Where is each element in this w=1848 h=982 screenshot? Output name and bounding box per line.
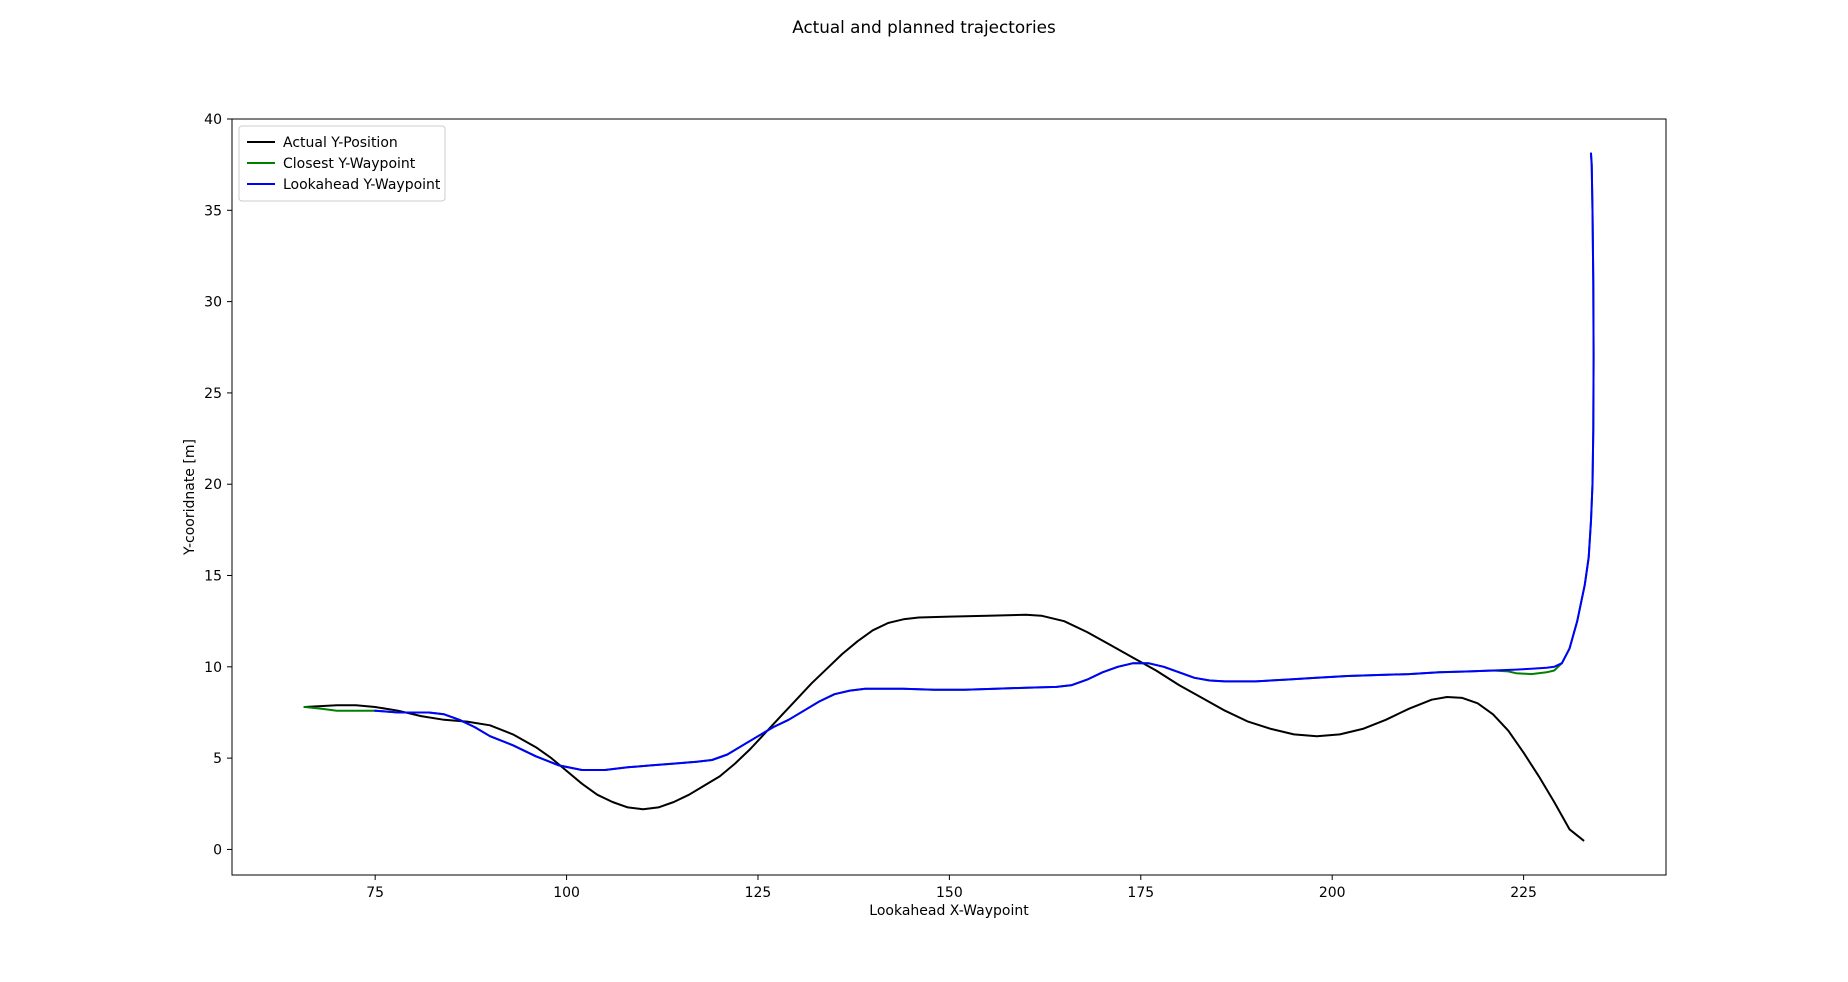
x-axis-label: Lookahead X-Waypoint — [869, 903, 1029, 919]
y-tick-label: 5 — [213, 751, 222, 767]
y-tick-label: 20 — [204, 477, 222, 493]
y-tick-label: 0 — [213, 842, 222, 858]
legend-label-actual-y-position: Actual Y-Position — [283, 135, 398, 151]
y-axis-label: Y-cooridnate [m] — [182, 439, 198, 556]
y-tick-label: 25 — [204, 386, 222, 402]
y-tick-label: 15 — [204, 569, 222, 585]
x-tick-label: 100 — [553, 885, 580, 901]
legend: Actual Y-Position Closest Y-Waypoint Looka… — [238, 125, 446, 202]
x-tick-label: 225 — [1510, 885, 1537, 901]
y-tick-label: 30 — [204, 295, 222, 311]
x-tick-label: 150 — [936, 885, 963, 901]
x-tick-label: 75 — [366, 885, 384, 901]
x-tick-label: 125 — [745, 885, 772, 901]
y-tick-label: 10 — [204, 660, 222, 676]
series-line-actual-y-position — [303, 613, 1585, 842]
y-axis: 0 5 10 15 20 25 30 35 40 — [204, 112, 232, 858]
legend-label-closest-y-waypoint: Closest Y-Waypoint — [283, 156, 416, 172]
x-axis: 75 100 125 150 175 200 225 — [366, 875, 1537, 901]
y-tick-label: 40 — [204, 112, 222, 128]
legend-box — [238, 125, 446, 202]
chart-title: Actual and planned trajectories — [792, 17, 1055, 37]
x-tick-label: 175 — [1127, 885, 1154, 901]
series-line-lookahead-y-waypoint — [374, 152, 1595, 771]
series-layer — [303, 152, 1595, 842]
legend-label-lookahead-y-waypoint: Lookahead Y-Waypoint — [283, 177, 441, 193]
y-tick-label: 35 — [204, 203, 222, 219]
x-tick-label: 200 — [1319, 885, 1346, 901]
